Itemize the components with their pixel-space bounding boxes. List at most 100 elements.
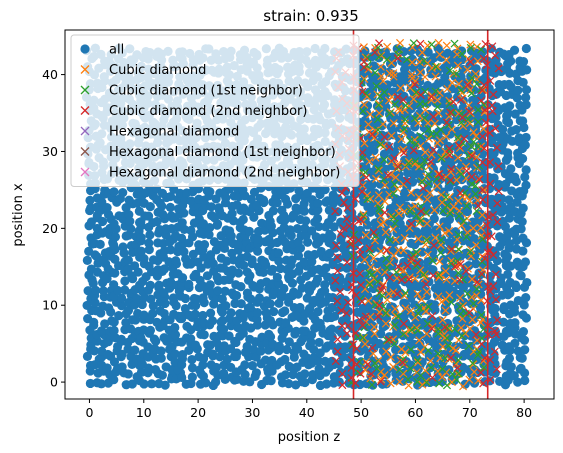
data-point — [284, 379, 294, 389]
data-point — [380, 132, 389, 142]
data-point — [371, 126, 380, 135]
data-point — [102, 203, 112, 213]
data-point — [449, 97, 458, 106]
data-point — [388, 52, 398, 62]
data-point — [435, 316, 445, 326]
data-point — [171, 256, 181, 266]
data-point — [375, 109, 384, 118]
data-point — [467, 89, 476, 98]
data-point — [492, 365, 501, 374]
data-point — [467, 142, 476, 151]
data-point — [252, 314, 262, 325]
data-point — [367, 270, 376, 279]
data-point — [477, 96, 486, 105]
data-point — [510, 318, 520, 328]
data-point — [420, 114, 429, 123]
data-point — [409, 39, 418, 48]
data-point — [279, 283, 289, 294]
data-point — [478, 195, 487, 204]
data-point — [489, 282, 498, 291]
data-point — [168, 293, 178, 303]
data-point — [208, 349, 218, 359]
data-point — [137, 299, 147, 310]
data-point — [486, 44, 496, 54]
data-point — [222, 354, 232, 364]
data-point — [517, 154, 528, 164]
data-point — [385, 142, 394, 151]
data-point — [427, 40, 436, 49]
data-point — [423, 226, 433, 236]
data-point — [360, 65, 370, 75]
data-point — [430, 300, 440, 310]
data-point — [390, 154, 399, 163]
data-point — [465, 308, 474, 317]
data-point — [409, 95, 418, 104]
data-point — [410, 114, 419, 123]
data-point — [370, 188, 380, 198]
data-point — [217, 294, 227, 304]
data-point — [342, 329, 351, 338]
data-point — [149, 334, 160, 344]
data-point — [204, 230, 214, 240]
data-point — [449, 202, 458, 211]
data-point — [491, 270, 500, 279]
data-point — [109, 187, 119, 197]
data-point — [238, 185, 248, 195]
data-point — [284, 337, 294, 347]
data-point — [464, 187, 474, 197]
data-point — [358, 107, 367, 116]
data-point — [129, 261, 140, 271]
data-point — [446, 108, 455, 117]
data-point — [367, 369, 376, 378]
data-point — [518, 246, 528, 256]
data-point — [295, 302, 305, 313]
data-point — [157, 188, 168, 198]
data-point — [348, 251, 357, 260]
data-point — [100, 319, 110, 329]
data-point — [147, 379, 157, 389]
data-point — [517, 217, 527, 227]
data-point — [371, 153, 380, 162]
data-point — [410, 300, 420, 310]
data-point — [443, 323, 452, 332]
data-point — [443, 201, 452, 210]
data-point — [393, 92, 402, 101]
data-point — [429, 338, 439, 349]
data-point — [472, 206, 481, 215]
data-point — [363, 195, 372, 204]
data-point — [272, 198, 282, 208]
data-point — [371, 68, 380, 77]
data-point — [435, 136, 445, 145]
data-point — [454, 153, 463, 162]
data-point — [156, 353, 166, 363]
data-point — [458, 113, 467, 122]
data-point — [257, 218, 267, 228]
data-point — [475, 175, 484, 184]
data-point — [159, 264, 170, 274]
data-point — [455, 143, 465, 152]
data-point — [364, 120, 373, 129]
data-point — [417, 162, 426, 171]
data-point — [438, 198, 447, 207]
data-point — [451, 262, 460, 271]
data-point — [381, 309, 390, 318]
data-point — [490, 310, 500, 320]
data-point — [404, 375, 413, 384]
data-point — [417, 207, 426, 216]
data-point — [184, 279, 194, 289]
data-point — [446, 168, 455, 177]
data-point — [391, 311, 400, 320]
data-point — [438, 364, 447, 373]
data-point — [429, 214, 439, 224]
data-point — [139, 379, 149, 389]
data-point — [512, 197, 522, 207]
data-point — [313, 307, 323, 317]
x-tick-label: 80 — [516, 405, 532, 420]
data-point — [509, 45, 520, 55]
data-point — [274, 256, 284, 266]
data-point — [240, 360, 250, 370]
data-point — [293, 251, 304, 261]
data-point — [280, 370, 291, 380]
legend-label: Hexagonal diamond (2nd neighbor) — [109, 166, 340, 181]
data-point — [503, 328, 513, 338]
